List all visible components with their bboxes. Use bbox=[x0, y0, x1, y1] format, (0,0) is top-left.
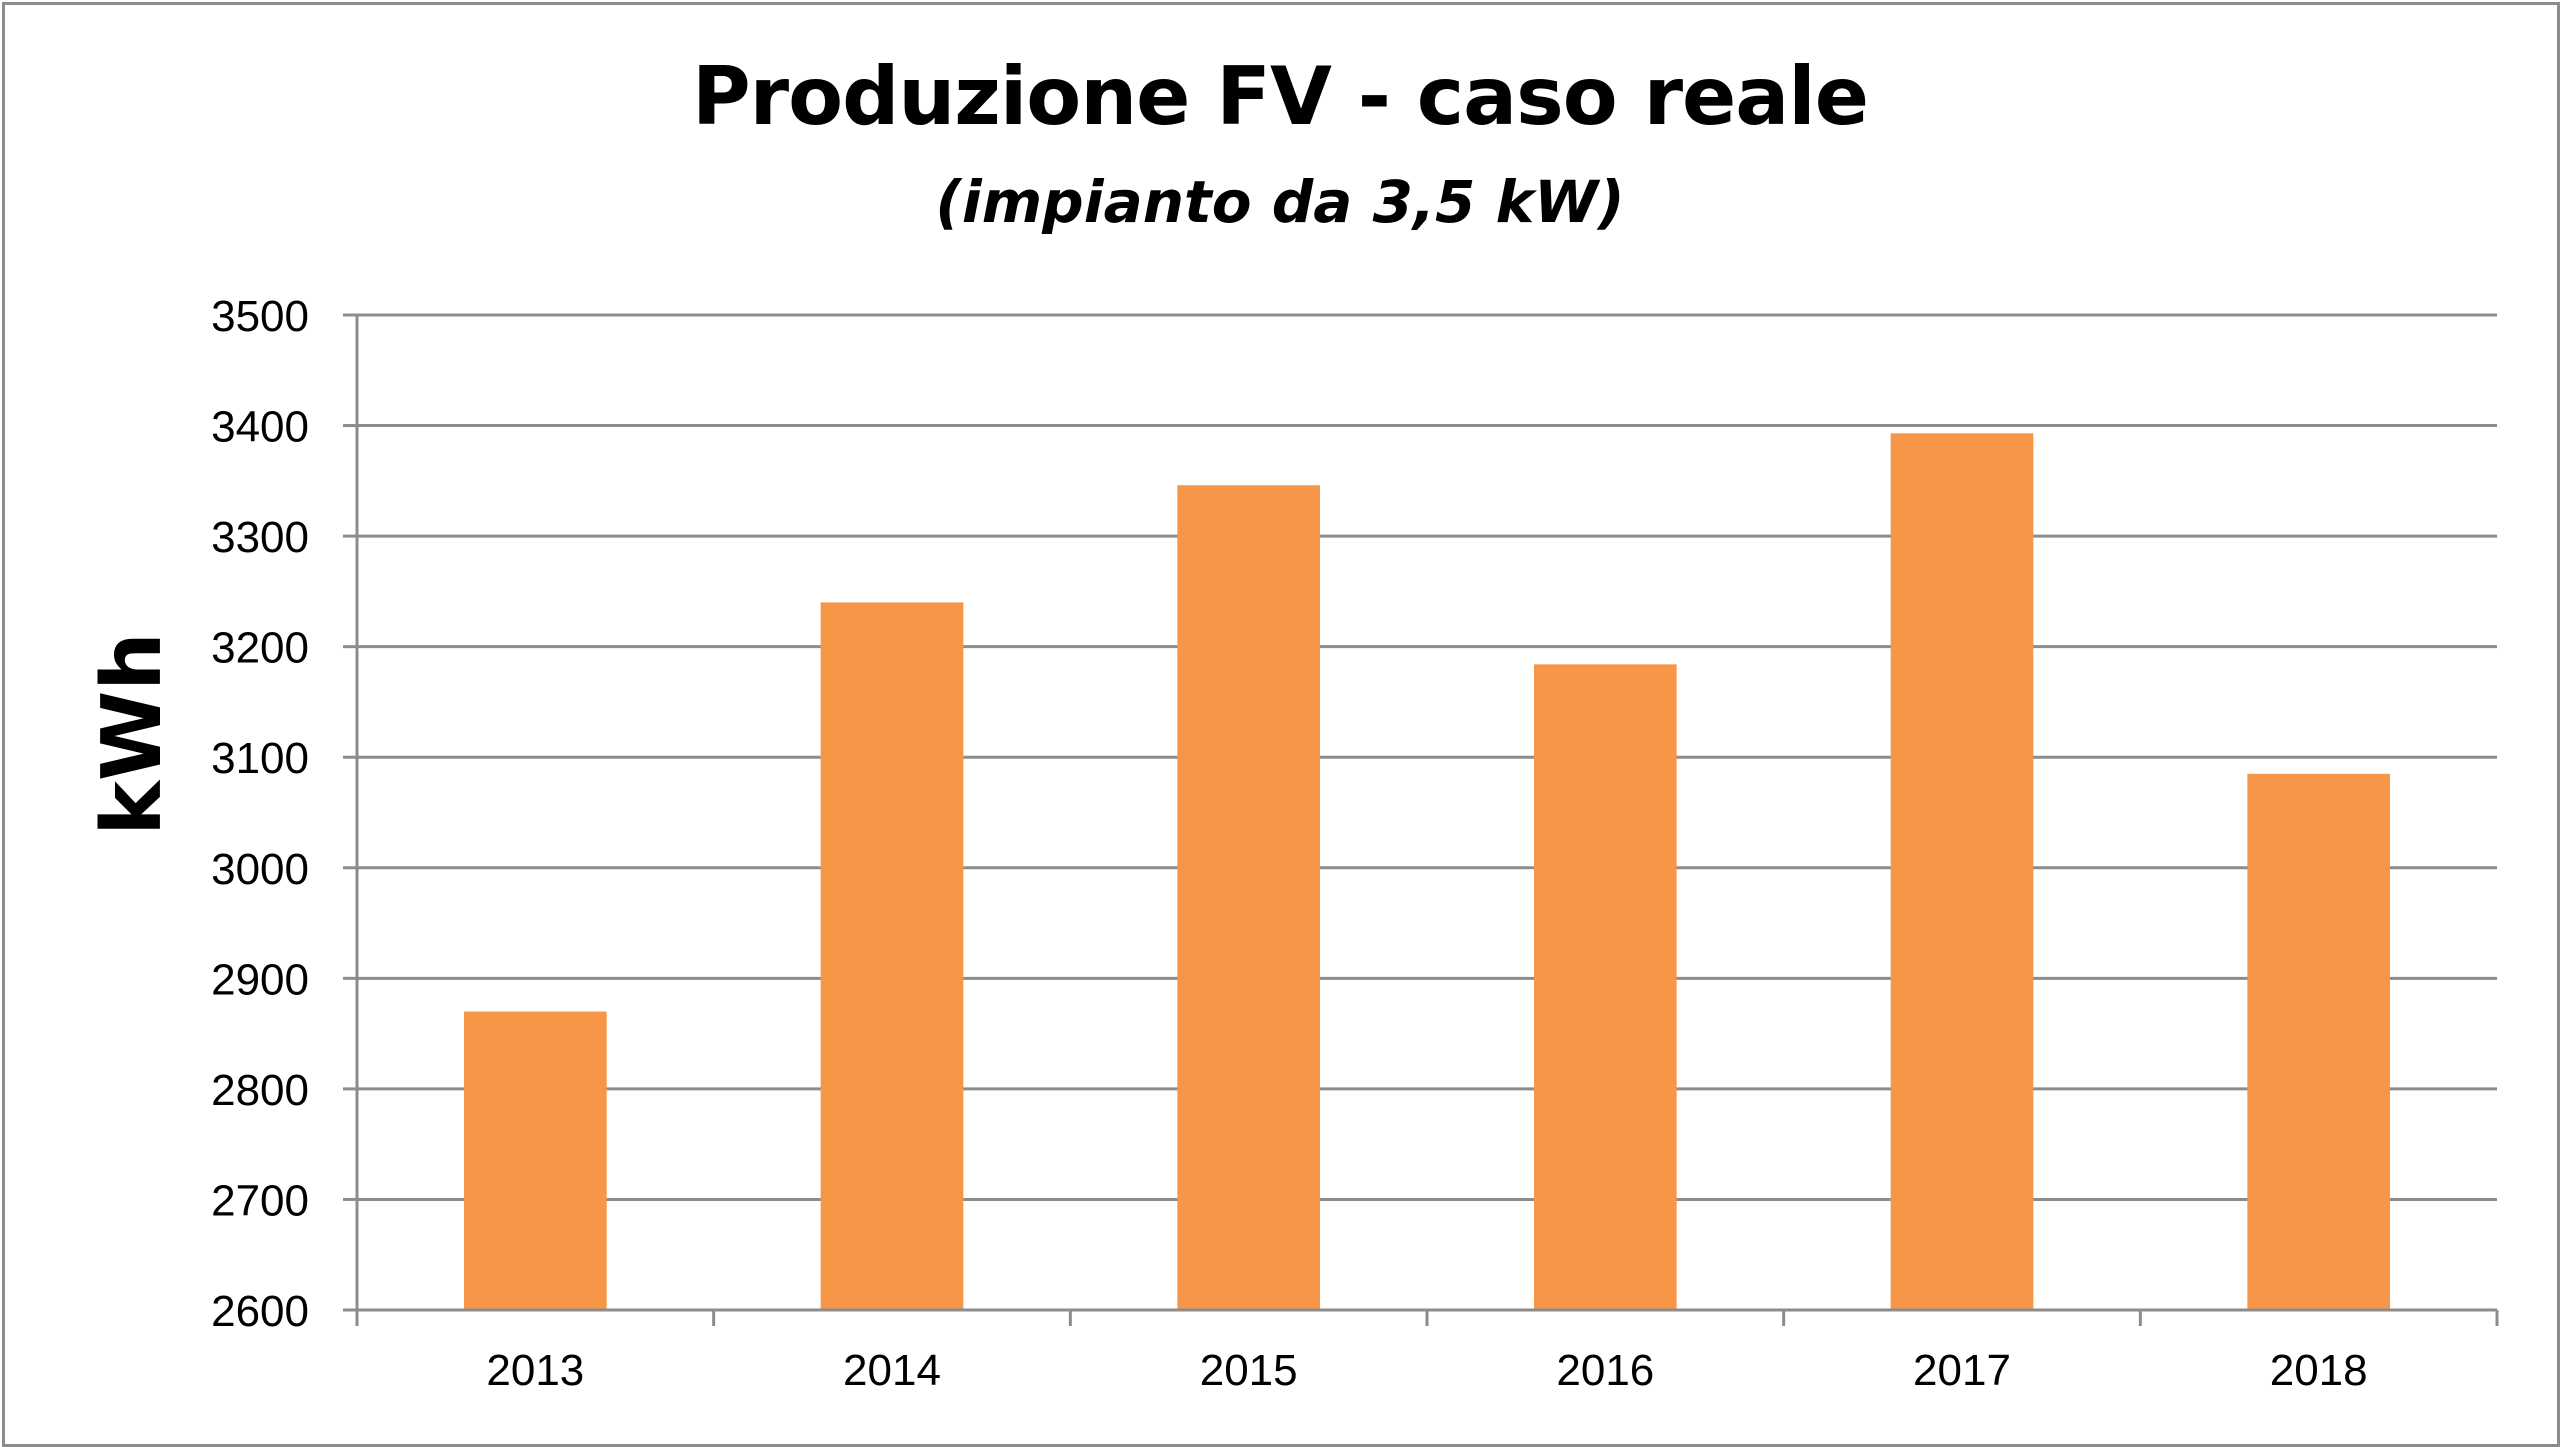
y-tick-label-2600: 2600 bbox=[211, 1287, 309, 1336]
bar-2015 bbox=[1177, 485, 1320, 1310]
x-tick-label-2016: 2016 bbox=[1556, 1346, 1654, 1395]
x-tick-label-2014: 2014 bbox=[843, 1346, 941, 1395]
y-tick-label-2700: 2700 bbox=[211, 1176, 309, 1225]
bar-2013 bbox=[464, 1011, 607, 1310]
x-tick-label-2017: 2017 bbox=[1913, 1346, 2011, 1395]
y-tick-label-3000: 3000 bbox=[211, 845, 309, 894]
x-tick-label-2018: 2018 bbox=[2270, 1346, 2368, 1395]
bars bbox=[464, 433, 2390, 1310]
y-tick-label-3400: 3400 bbox=[211, 403, 309, 452]
bar-2016 bbox=[1534, 664, 1677, 1310]
y-tick-label-2800: 2800 bbox=[211, 1066, 309, 1115]
y-tick-label-3200: 3200 bbox=[211, 624, 309, 673]
y-tick-label-3100: 3100 bbox=[211, 734, 309, 783]
bar-2017 bbox=[1890, 433, 2034, 1310]
x-tick-label-2013: 2013 bbox=[486, 1346, 584, 1395]
chart-subtitle: (impianto da 3,5 kW) bbox=[935, 168, 1625, 236]
y-tick-label-3500: 3500 bbox=[211, 292, 309, 341]
tick-labels: 2600 2700 2800 2900 3000 3100 3200 3300 3400 3500… bbox=[211, 292, 2368, 1395]
axes bbox=[343, 313, 2499, 1326]
y-tick-label-2900: 2900 bbox=[211, 955, 309, 1004]
gridlines bbox=[357, 313, 2497, 1201]
chart-title: Produzione FV - caso reale bbox=[692, 50, 1869, 143]
x-tick-label-2015: 2015 bbox=[1200, 1346, 1298, 1395]
bar-2018 bbox=[2247, 773, 2390, 1310]
bar-2014 bbox=[820, 602, 964, 1310]
y-axis-label: kWh bbox=[85, 632, 180, 835]
y-tick-label-3300: 3300 bbox=[211, 513, 309, 562]
